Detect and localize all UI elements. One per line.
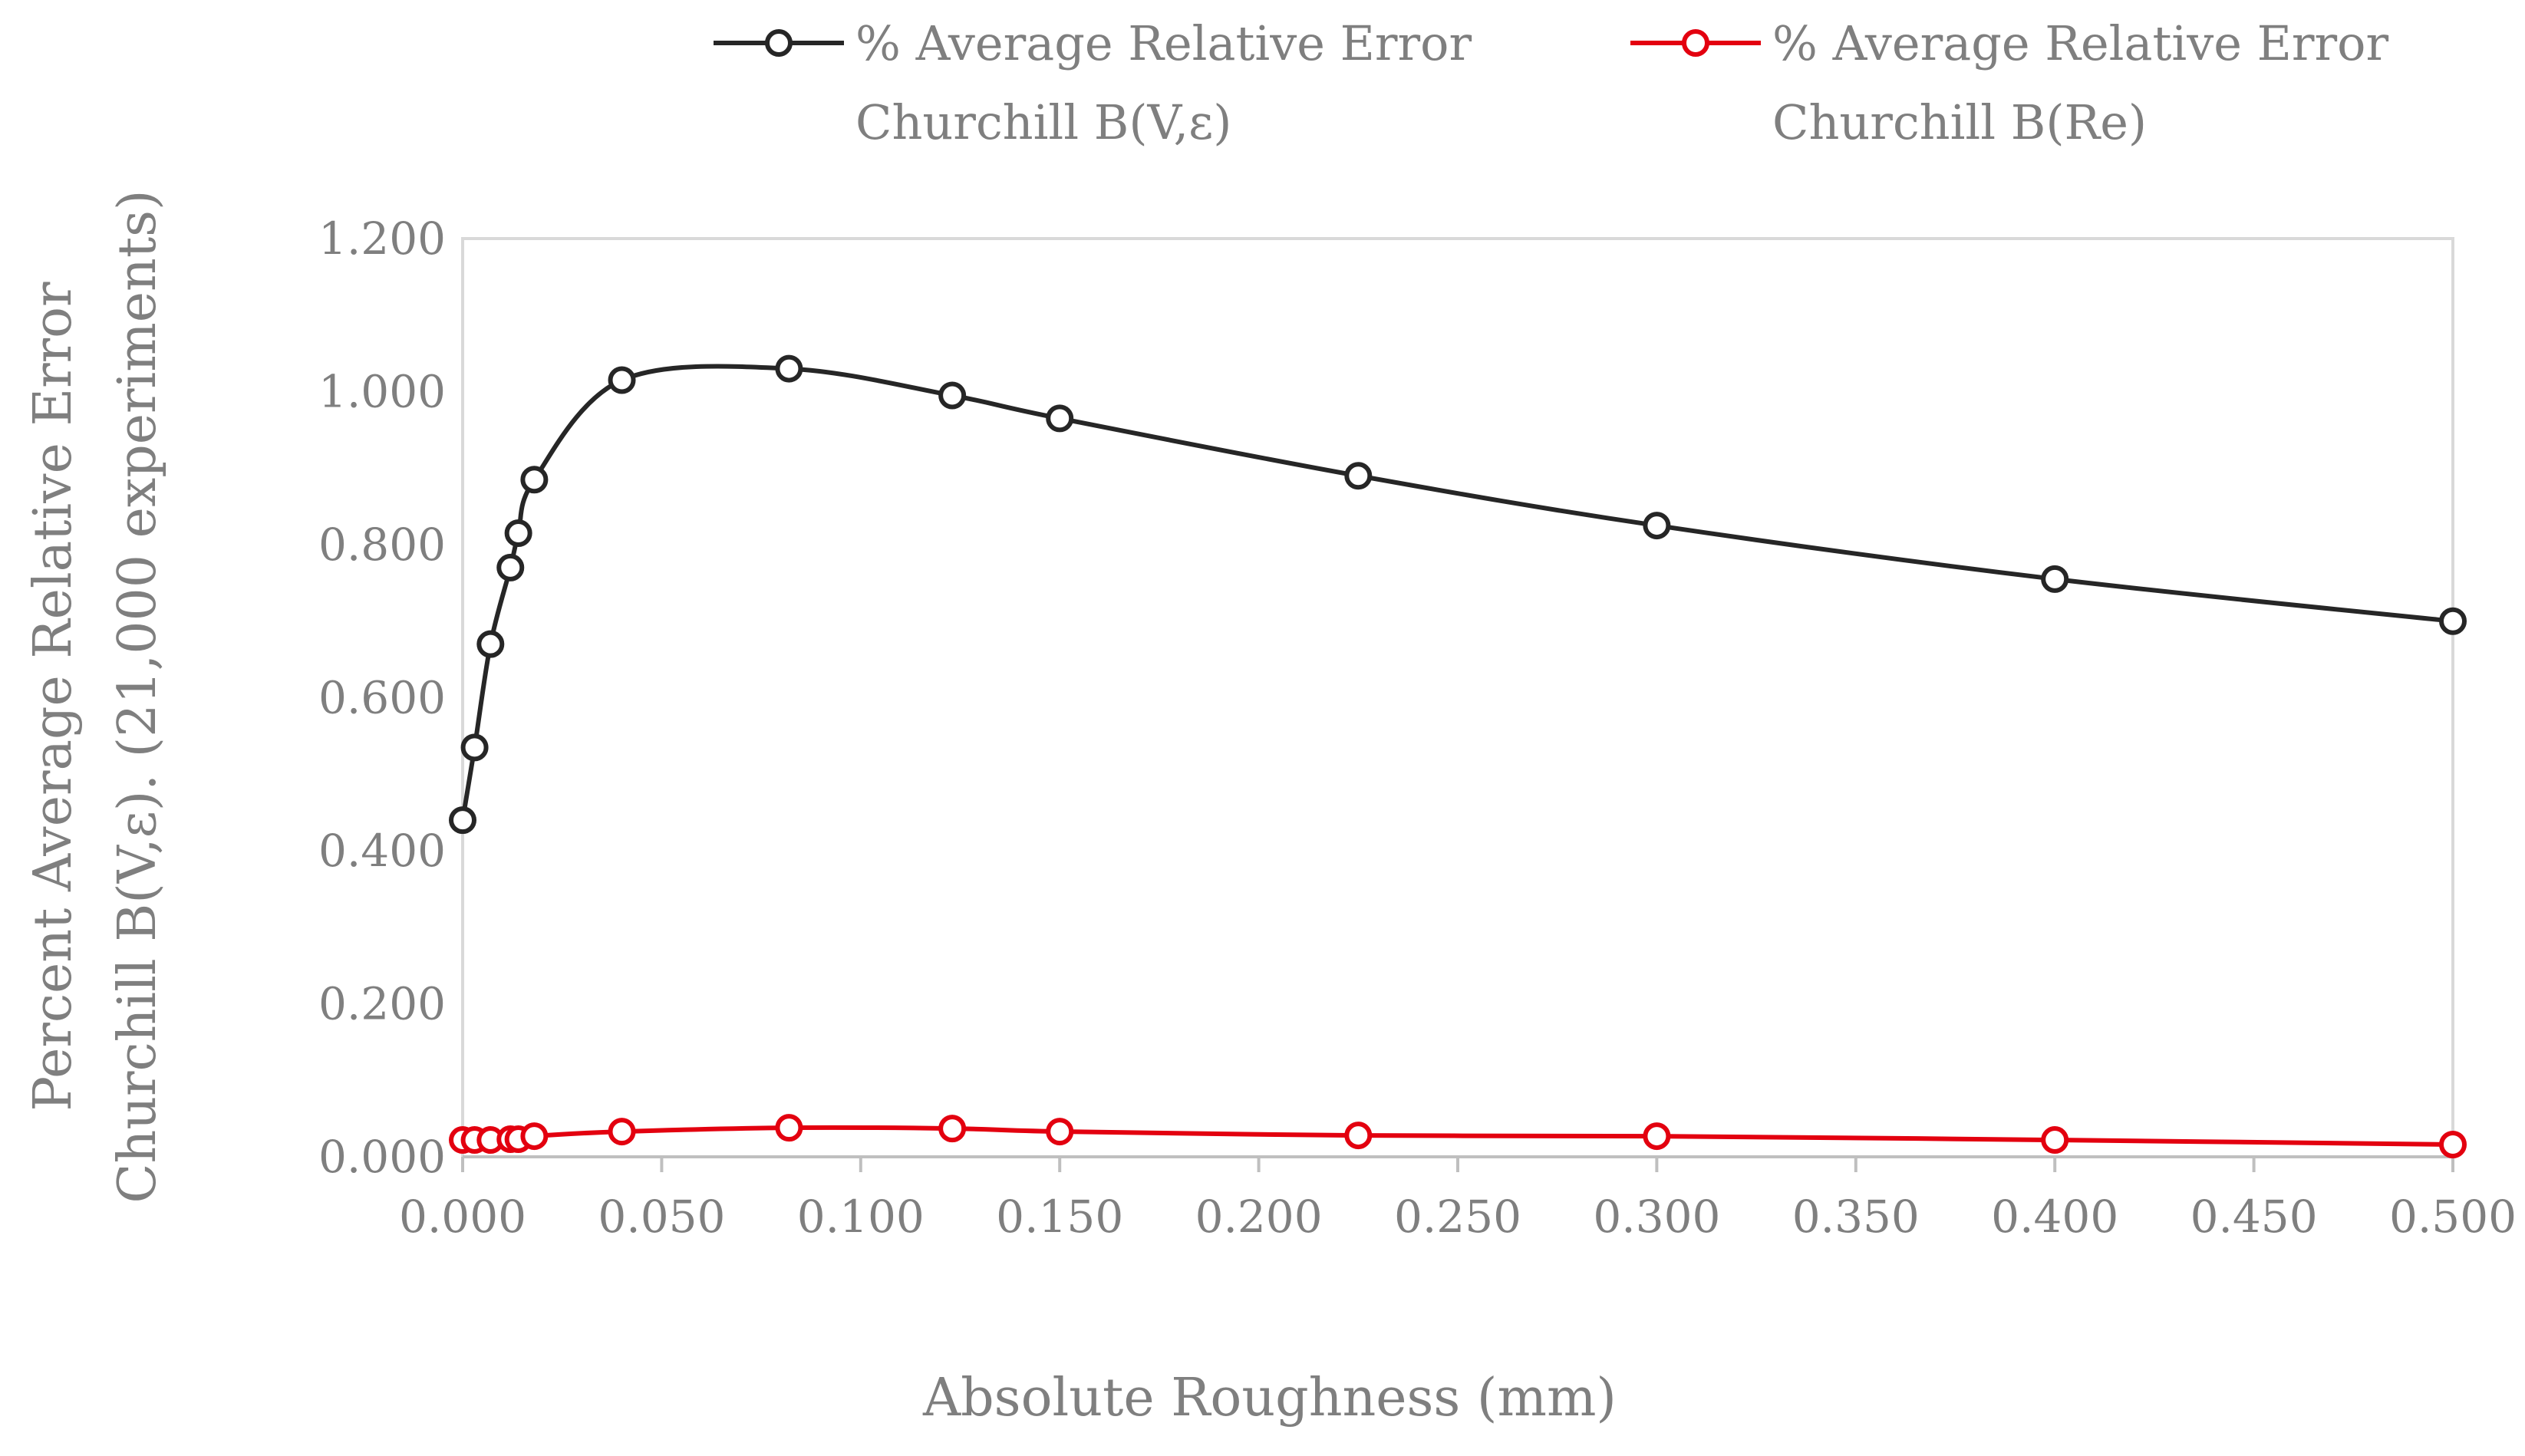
series-1-point — [507, 522, 530, 545]
legend-item-2: % Average Relative Error Churchill B(Re) — [1630, 15, 2388, 150]
series-1-point — [479, 633, 502, 656]
series-1 — [451, 357, 2464, 832]
plot-area-border — [463, 239, 2453, 1157]
legend-swatch-marker — [1684, 31, 1707, 54]
x-tick-label: 0.450 — [2190, 1191, 2318, 1243]
y-tick-label: 0.000 — [318, 1131, 446, 1183]
y-tick-label: 0.800 — [318, 519, 446, 571]
series-2-line — [463, 1128, 2453, 1145]
series-2 — [451, 1116, 2464, 1156]
series-1-point — [777, 357, 800, 380]
y-tick-label: 0.200 — [318, 978, 446, 1030]
y-axis-title-line-2: Churchill B(V,ε). (21,000 experiments) — [107, 189, 168, 1203]
x-tick-label: 0.300 — [1593, 1191, 1720, 1243]
x-tick-label: 0.400 — [1991, 1191, 2118, 1243]
series-1-point — [463, 736, 486, 759]
series-1-point — [1347, 464, 1370, 487]
y-tick-label: 1.000 — [318, 366, 446, 418]
series-2-point — [1645, 1125, 1668, 1148]
series-1-point — [2043, 568, 2066, 591]
x-tick-label: 0.500 — [2389, 1191, 2517, 1243]
series-layer — [451, 357, 2464, 1156]
y-tick-label: 0.400 — [318, 825, 446, 877]
legend-swatch-marker — [767, 31, 790, 54]
series-2-point — [777, 1116, 800, 1139]
x-tick-label: 0.250 — [1394, 1191, 1521, 1243]
legend-label: Churchill B(V,ε) — [855, 94, 1232, 150]
series-1-point — [522, 468, 546, 491]
x-tick-label: 0.000 — [399, 1191, 526, 1243]
series-2-point — [2441, 1133, 2464, 1156]
series-1-line — [463, 366, 2453, 820]
x-axis-title: Absolute Roughness (mm) — [922, 1368, 1617, 1428]
x-tick-label: 0.150 — [996, 1191, 1123, 1243]
legend: % Average Relative Error Churchill B(V,ε)… — [714, 15, 2388, 150]
legend-label: % Average Relative Error — [855, 15, 1472, 71]
series-1-point — [611, 369, 634, 392]
y-tick-label: 1.200 — [318, 212, 446, 265]
series-2-point — [2043, 1128, 2066, 1151]
series-2-point — [611, 1120, 634, 1143]
series-1-point — [1048, 407, 1071, 430]
series-2-point — [1347, 1124, 1370, 1147]
legend-label: Churchill B(Re) — [1772, 94, 2147, 150]
series-1-point — [941, 384, 964, 407]
series-1-point — [451, 809, 474, 832]
x-tick-label: 0.350 — [1792, 1191, 1920, 1243]
legend-label: % Average Relative Error — [1772, 15, 2388, 71]
y-axis-title-line-1: Percent Average Relative Error — [23, 282, 84, 1112]
x-tick-label: 0.200 — [1195, 1191, 1323, 1243]
legend-item-1: % Average Relative Error Churchill B(V,ε) — [714, 15, 1472, 150]
series-1-point — [2441, 610, 2464, 633]
series-2-point — [941, 1117, 964, 1140]
x-tick-label: 0.100 — [797, 1191, 925, 1243]
axes: 0.000 0.050 0.100 0.150 0.200 0.250 0.300 0.350… — [318, 212, 2517, 1243]
y-tick-label: 0.600 — [318, 672, 446, 724]
series-1-point — [1645, 514, 1668, 537]
series-2-point — [522, 1125, 546, 1148]
x-tick-label: 0.050 — [598, 1191, 725, 1243]
series-2-point — [1048, 1120, 1071, 1143]
series-1-point — [499, 556, 522, 579]
